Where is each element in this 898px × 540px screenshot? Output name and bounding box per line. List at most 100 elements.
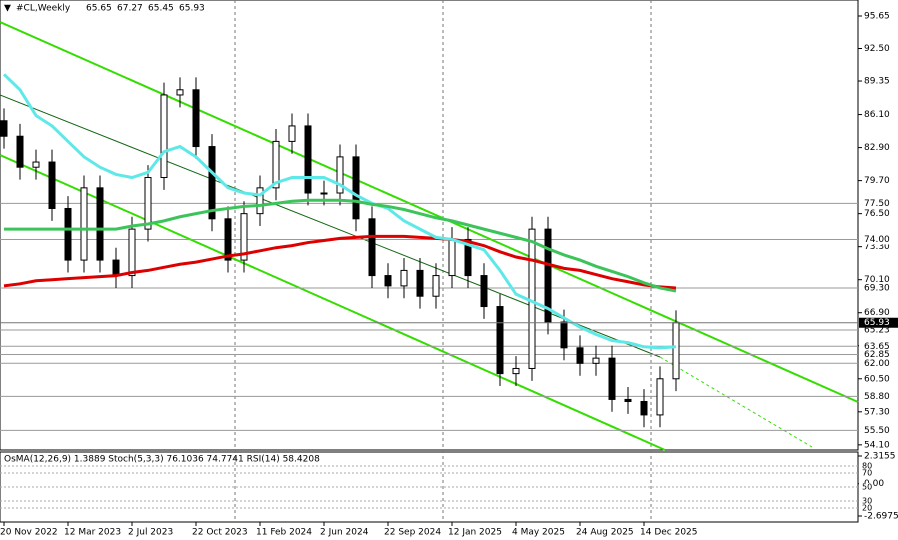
candle-body — [288, 125, 296, 142]
level-label: 55.50 — [864, 426, 890, 436]
candle-body — [240, 213, 248, 261]
candle-body — [624, 398, 632, 402]
level-label-bg — [859, 234, 898, 245]
level-label-bg — [859, 198, 898, 209]
y-tick-label: 57.30 — [864, 407, 890, 417]
channel-line — [0, 154, 666, 451]
x-tick-label: 22 Sep 2024 — [384, 528, 441, 538]
ohlc: 67.27 — [117, 4, 143, 14]
candle-body — [448, 238, 456, 277]
stoch-tick-label: 50 — [862, 483, 872, 492]
current-price-bg — [859, 317, 898, 328]
candle-body — [208, 146, 216, 220]
candle-body — [336, 156, 344, 194]
x-tick-label: 11 Feb 2024 — [256, 528, 312, 538]
candle-body — [0, 120, 8, 137]
candle-body — [32, 161, 40, 168]
candle-body — [256, 187, 264, 215]
level-label: 63.65 — [864, 342, 890, 352]
candle-body — [48, 161, 56, 209]
y-tick-label: 92.50 — [864, 44, 890, 54]
candle-body — [224, 218, 232, 261]
indicator-tick-label: 0.00 — [864, 479, 884, 489]
y-tick-label: 86.10 — [864, 110, 890, 120]
header-arrow: ▼ — [4, 4, 11, 14]
level-label: 65.23 — [864, 325, 890, 335]
stoch-tick-label: 20 — [862, 504, 872, 513]
candle-body — [272, 140, 280, 189]
candle-body — [352, 156, 360, 220]
indicator-tick-label: -2.6975 — [864, 512, 898, 522]
moving-average — [4, 198, 677, 293]
level-label: 58.80 — [864, 392, 890, 402]
y-tick-label: 79.70 — [864, 176, 890, 186]
level-label: 62.85 — [864, 350, 890, 360]
level-label-bg — [859, 282, 898, 293]
candle-body — [192, 89, 200, 148]
stoch-label-bg — [859, 469, 873, 477]
candle-body — [320, 192, 328, 195]
candle-body — [16, 135, 24, 168]
level-label: 74.00 — [864, 235, 890, 245]
channel-line — [0, 21, 859, 403]
candle-body — [128, 228, 136, 277]
y-tick-label: 82.90 — [864, 143, 890, 153]
candle-body — [496, 306, 504, 375]
level-label-bg — [859, 349, 898, 360]
candle-body — [432, 275, 440, 297]
current-price-label: 65.93 — [864, 318, 890, 328]
x-tick-label: 24 Aug 2025 — [576, 528, 634, 538]
candle-body — [144, 177, 152, 230]
x-tick-label: 20 Nov 2022 — [0, 528, 58, 538]
y-tick-label: 89.35 — [864, 77, 890, 87]
candle-body — [368, 218, 376, 277]
candle-body — [384, 275, 392, 287]
x-tick-label: 22 Oct 2023 — [192, 528, 248, 538]
indicator-label: OsMA(12,26,9) 1.3889 Stoch(5,3,3) 76.103… — [4, 455, 320, 465]
level-label: 62.00 — [864, 359, 890, 369]
y-tick-label: 95.65 — [864, 11, 890, 21]
stoch-tick-label: 80 — [862, 462, 872, 471]
main-panel — [0, 0, 859, 451]
level-label-bg — [859, 341, 898, 352]
candle-body — [592, 357, 600, 364]
x-tick-label: 2 Jun 2024 — [320, 528, 369, 538]
candle-body — [640, 400, 648, 416]
candle-body — [560, 321, 568, 349]
candle-body — [96, 187, 104, 261]
candle-body — [64, 207, 72, 261]
y-tick-label: 54.10 — [864, 440, 890, 450]
y-tick-label: 66.90 — [864, 308, 890, 318]
moving-average — [2, 73, 677, 350]
level-label-bg — [859, 358, 898, 369]
candle-body — [400, 269, 408, 287]
x-tick-label: 14 Dec 2025 — [640, 528, 698, 538]
stoch-label-bg — [859, 462, 873, 470]
candle-body — [512, 367, 520, 375]
level-label: 69.30 — [864, 283, 890, 293]
stoch-label-bg — [859, 483, 873, 491]
y-tick-label: 73.30 — [864, 242, 890, 252]
stoch-label-bg — [859, 497, 873, 505]
x-tick-label: 12 Mar 2023 — [64, 528, 121, 538]
level-label: 77.50 — [864, 199, 890, 209]
symbol: #CL,Weekly — [16, 4, 71, 14]
y-tick-label: 70.10 — [864, 275, 890, 285]
x-tick-label: 2 Jul 2023 — [128, 528, 173, 538]
x-tick-label: 12 Jan 2025 — [448, 528, 502, 538]
candle-body — [656, 378, 664, 416]
ohlc: 65.65 — [86, 4, 112, 14]
stoch-tick-label: 30 — [862, 497, 872, 506]
candle-body — [544, 228, 552, 323]
candle-body — [480, 275, 488, 308]
ohlc: 65.45 — [148, 4, 174, 14]
candle-body — [112, 259, 120, 277]
candle-body — [176, 89, 184, 96]
indicator-tick-label: 2.3155 — [864, 452, 896, 462]
candle-body — [464, 238, 472, 277]
level-label-bg — [859, 391, 898, 402]
candle-body — [160, 94, 168, 179]
level-label-bg — [859, 324, 898, 335]
y-tick-label: 60.50 — [864, 374, 890, 384]
